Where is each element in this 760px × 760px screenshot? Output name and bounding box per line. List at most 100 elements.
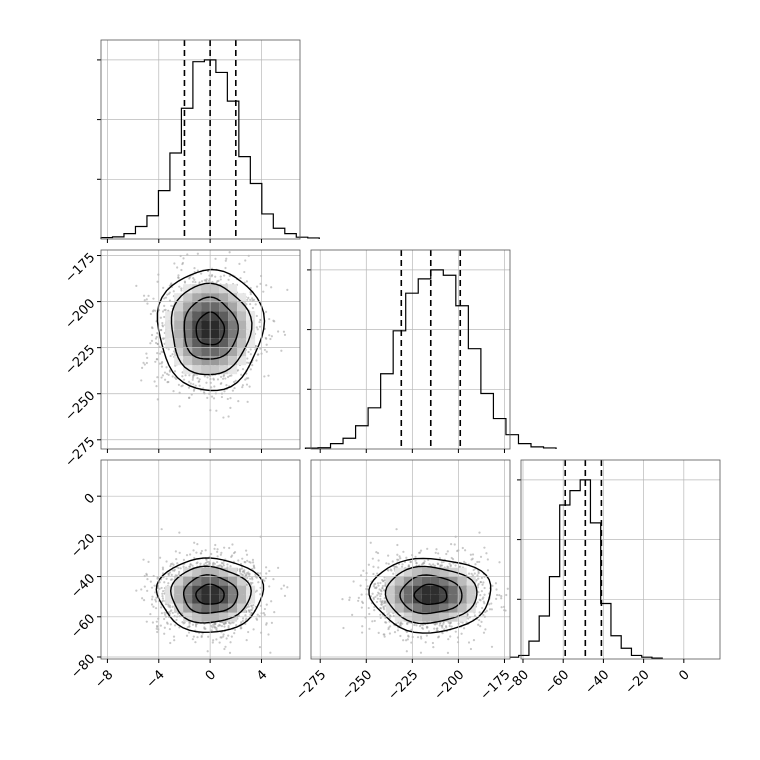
density-cell bbox=[228, 356, 238, 366]
sample-point bbox=[446, 550, 449, 553]
sample-point bbox=[156, 577, 159, 580]
sample-point bbox=[153, 584, 156, 587]
sample-point bbox=[280, 587, 283, 590]
sample-point bbox=[238, 568, 241, 571]
sample-point bbox=[248, 610, 251, 614]
sample-point bbox=[259, 593, 262, 596]
sample-point bbox=[228, 274, 231, 278]
sample-point bbox=[163, 632, 166, 635]
sample-point bbox=[265, 350, 268, 353]
sample-point bbox=[419, 549, 423, 552]
sample-point bbox=[166, 621, 169, 624]
sample-point bbox=[154, 360, 157, 363]
density-cell bbox=[201, 612, 211, 622]
density-cell bbox=[210, 365, 220, 375]
sample-point bbox=[479, 594, 482, 597]
sample-point bbox=[472, 568, 475, 572]
sample-point bbox=[478, 618, 481, 622]
sample-point bbox=[184, 374, 187, 377]
sample-point bbox=[270, 286, 273, 289]
sample-point bbox=[178, 531, 181, 534]
sample-point bbox=[267, 633, 270, 636]
sample-point bbox=[473, 614, 477, 617]
density-cell bbox=[174, 320, 184, 330]
density-cell bbox=[237, 347, 247, 357]
sample-point bbox=[482, 613, 485, 616]
sample-point bbox=[196, 269, 199, 272]
density-cell bbox=[183, 356, 193, 366]
sample-point bbox=[244, 259, 247, 262]
sample-point bbox=[159, 329, 163, 332]
sample-point bbox=[240, 621, 243, 624]
sample-point bbox=[389, 625, 392, 628]
sample-point bbox=[225, 637, 228, 640]
sample-point bbox=[406, 638, 409, 641]
sample-point bbox=[470, 572, 473, 575]
density-cell bbox=[201, 603, 211, 613]
sample-point bbox=[198, 378, 201, 381]
sample-point bbox=[160, 612, 164, 615]
sample-point bbox=[265, 566, 268, 569]
sample-point bbox=[214, 623, 217, 626]
histogram-line bbox=[100, 59, 320, 239]
sample-point bbox=[395, 528, 398, 531]
sample-point bbox=[387, 569, 390, 572]
sample-point bbox=[231, 543, 234, 546]
sample-point bbox=[165, 577, 168, 580]
sample-point bbox=[176, 266, 179, 269]
sample-point bbox=[246, 298, 249, 301]
density-cell bbox=[237, 585, 247, 595]
sample-point bbox=[177, 274, 180, 277]
sample-point bbox=[265, 623, 268, 626]
density-cell bbox=[201, 311, 211, 321]
sample-point bbox=[163, 308, 166, 312]
sample-point bbox=[223, 274, 226, 277]
sample-point bbox=[223, 546, 226, 549]
sample-point bbox=[238, 262, 241, 265]
density-cell bbox=[201, 347, 211, 357]
sample-point bbox=[207, 560, 211, 564]
sample-point bbox=[162, 589, 165, 593]
sample-point bbox=[154, 607, 158, 610]
sample-point bbox=[400, 565, 404, 568]
sample-point bbox=[204, 549, 207, 552]
sample-point bbox=[168, 370, 172, 373]
sample-point bbox=[228, 251, 231, 254]
sample-point bbox=[381, 585, 384, 588]
sample-point bbox=[368, 627, 371, 630]
sample-point bbox=[226, 397, 229, 401]
sample-point bbox=[486, 558, 489, 561]
sample-point bbox=[398, 555, 401, 558]
sample-point bbox=[233, 386, 236, 390]
y-tick-label: −250 bbox=[62, 388, 98, 424]
sample-point bbox=[405, 650, 408, 653]
sample-point bbox=[239, 627, 242, 630]
sample-point bbox=[161, 374, 164, 377]
density-cell bbox=[219, 356, 229, 366]
density-cell bbox=[165, 338, 175, 348]
sample-point bbox=[188, 625, 191, 628]
sample-point bbox=[160, 586, 163, 590]
sample-point bbox=[259, 631, 263, 634]
sample-point bbox=[377, 566, 380, 569]
sample-point bbox=[247, 350, 250, 354]
sample-point bbox=[217, 279, 220, 282]
sample-point bbox=[485, 609, 488, 612]
sample-point bbox=[251, 306, 254, 310]
sample-point bbox=[241, 573, 245, 577]
sample-point bbox=[161, 594, 164, 598]
sample-point bbox=[265, 603, 268, 606]
sample-point bbox=[189, 382, 192, 385]
density-cell bbox=[237, 302, 247, 312]
sample-point bbox=[416, 636, 420, 639]
density-cell bbox=[219, 347, 229, 357]
sample-point bbox=[159, 316, 162, 319]
sample-point bbox=[171, 611, 174, 615]
sample-point bbox=[477, 591, 480, 594]
sample-point bbox=[216, 555, 219, 558]
sample-point bbox=[228, 546, 231, 550]
x-tick-label: −60 bbox=[542, 667, 572, 697]
sample-point bbox=[233, 632, 236, 635]
density-cell bbox=[192, 612, 202, 622]
sample-point bbox=[188, 622, 191, 625]
